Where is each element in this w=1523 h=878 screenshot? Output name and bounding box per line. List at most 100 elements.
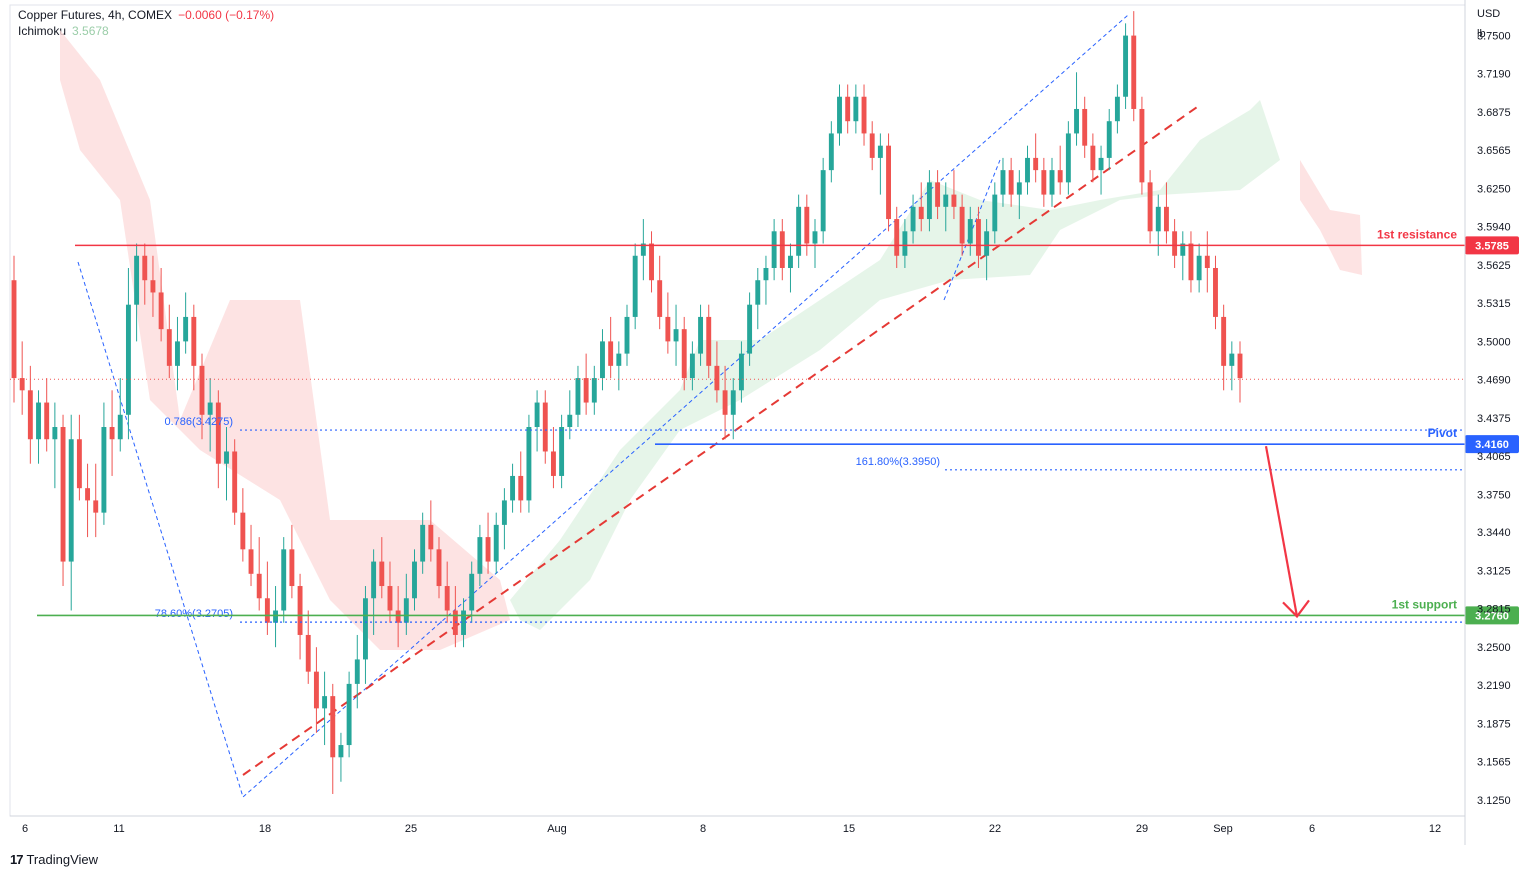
candle-body (1213, 267, 1218, 317)
candle (861, 84, 867, 146)
candle (747, 292, 753, 366)
candle (869, 121, 875, 171)
candle (1082, 96, 1088, 158)
candle (93, 463, 99, 538)
y-tick-label: 3.2500 (1477, 642, 1511, 654)
candle (354, 634, 360, 709)
candle-body (1188, 243, 1194, 281)
y-tick-label: 3.5940 (1477, 221, 1511, 233)
candle (240, 488, 246, 562)
candle (117, 378, 123, 452)
candle-body (616, 353, 622, 366)
candle-body (403, 598, 409, 623)
candle (894, 206, 900, 268)
candle (853, 84, 859, 134)
candle (591, 365, 597, 415)
y-tick-label: 3.5000 (1477, 336, 1511, 348)
candle-body (346, 683, 352, 746)
fib-level-label: 161.80%(3.3950) (856, 456, 940, 468)
candle (420, 512, 426, 574)
candle (738, 341, 744, 403)
candle (542, 390, 548, 464)
candle (387, 561, 393, 623)
candle-body (837, 96, 842, 134)
candle (134, 243, 140, 342)
candle-body (297, 586, 303, 635)
candle-body (354, 659, 360, 684)
y-tick-label: 3.3750 (1477, 489, 1511, 501)
candle-body (1131, 35, 1137, 109)
candle-body (256, 573, 262, 599)
candle-body (1065, 133, 1071, 183)
x-tick-label: 11 (113, 823, 124, 835)
candle-body (1041, 170, 1047, 195)
candle (804, 194, 810, 256)
currency-label: USD (1477, 8, 1500, 20)
candle-body (412, 561, 417, 599)
x-tick-label: 12 (1429, 823, 1441, 835)
candle-body (36, 402, 41, 440)
candle (1074, 72, 1079, 146)
candle-body (142, 255, 148, 281)
candle-body (1033, 157, 1039, 171)
candle-body (886, 145, 891, 220)
candle (1139, 96, 1145, 195)
y-tick-label: 3.5315 (1477, 298, 1511, 310)
candle (215, 390, 221, 489)
candle (722, 365, 728, 440)
unit-label: lb (1477, 28, 1486, 40)
candle (1106, 108, 1112, 171)
candle (665, 292, 671, 354)
candles (11, 11, 1243, 794)
candle (289, 524, 295, 599)
candle (992, 182, 998, 244)
candle (305, 610, 311, 684)
indicator-name[interactable]: Ichimoku (18, 24, 67, 38)
candle (1016, 170, 1022, 220)
price-tag-bg (1465, 236, 1519, 255)
candle-body (926, 182, 932, 220)
candle-body (493, 524, 499, 562)
candle (1041, 157, 1047, 207)
candle-body (665, 316, 671, 342)
candle (902, 219, 908, 268)
candle (706, 304, 712, 379)
x-tick-label: 25 (405, 823, 417, 835)
symbol-title[interactable]: Copper Futures, 4h, COMEX (18, 8, 173, 22)
candle (926, 170, 932, 232)
candle-body (469, 573, 475, 611)
brand-name: TradingView (26, 852, 99, 867)
x-tick-label: 6 (22, 823, 28, 835)
candle (436, 537, 442, 599)
candle (256, 537, 262, 611)
x-tick-label: 15 (843, 823, 855, 835)
candle (199, 353, 205, 440)
candle-body (518, 475, 524, 501)
candle-body (363, 598, 368, 660)
candle-body (183, 316, 189, 342)
chart-header-line-1: Copper Futures, 4h, COMEX −0.0060 (−0.17%… (18, 8, 274, 23)
candle-body (788, 255, 793, 268)
tradingview-brand[interactable]: 17 TradingView (10, 852, 98, 867)
candle-body (93, 500, 99, 513)
candle (608, 316, 614, 379)
candle (559, 414, 565, 489)
candle-body (1025, 157, 1030, 183)
y-tick-label: 3.1875 (1477, 719, 1511, 731)
candle-body (869, 133, 875, 158)
candle-body (109, 427, 115, 440)
candle (828, 121, 834, 183)
candle (755, 267, 761, 330)
candle-body (714, 365, 720, 391)
candle-body (861, 96, 867, 134)
candle-body (1008, 170, 1014, 195)
candle (125, 267, 131, 440)
candle (1204, 231, 1210, 293)
ichimoku-cloud-bullish (510, 100, 1280, 630)
candle (1065, 121, 1071, 195)
candle-body (1057, 170, 1063, 183)
candle-body (1082, 108, 1088, 146)
candle (248, 524, 254, 587)
candle-body (812, 231, 818, 244)
